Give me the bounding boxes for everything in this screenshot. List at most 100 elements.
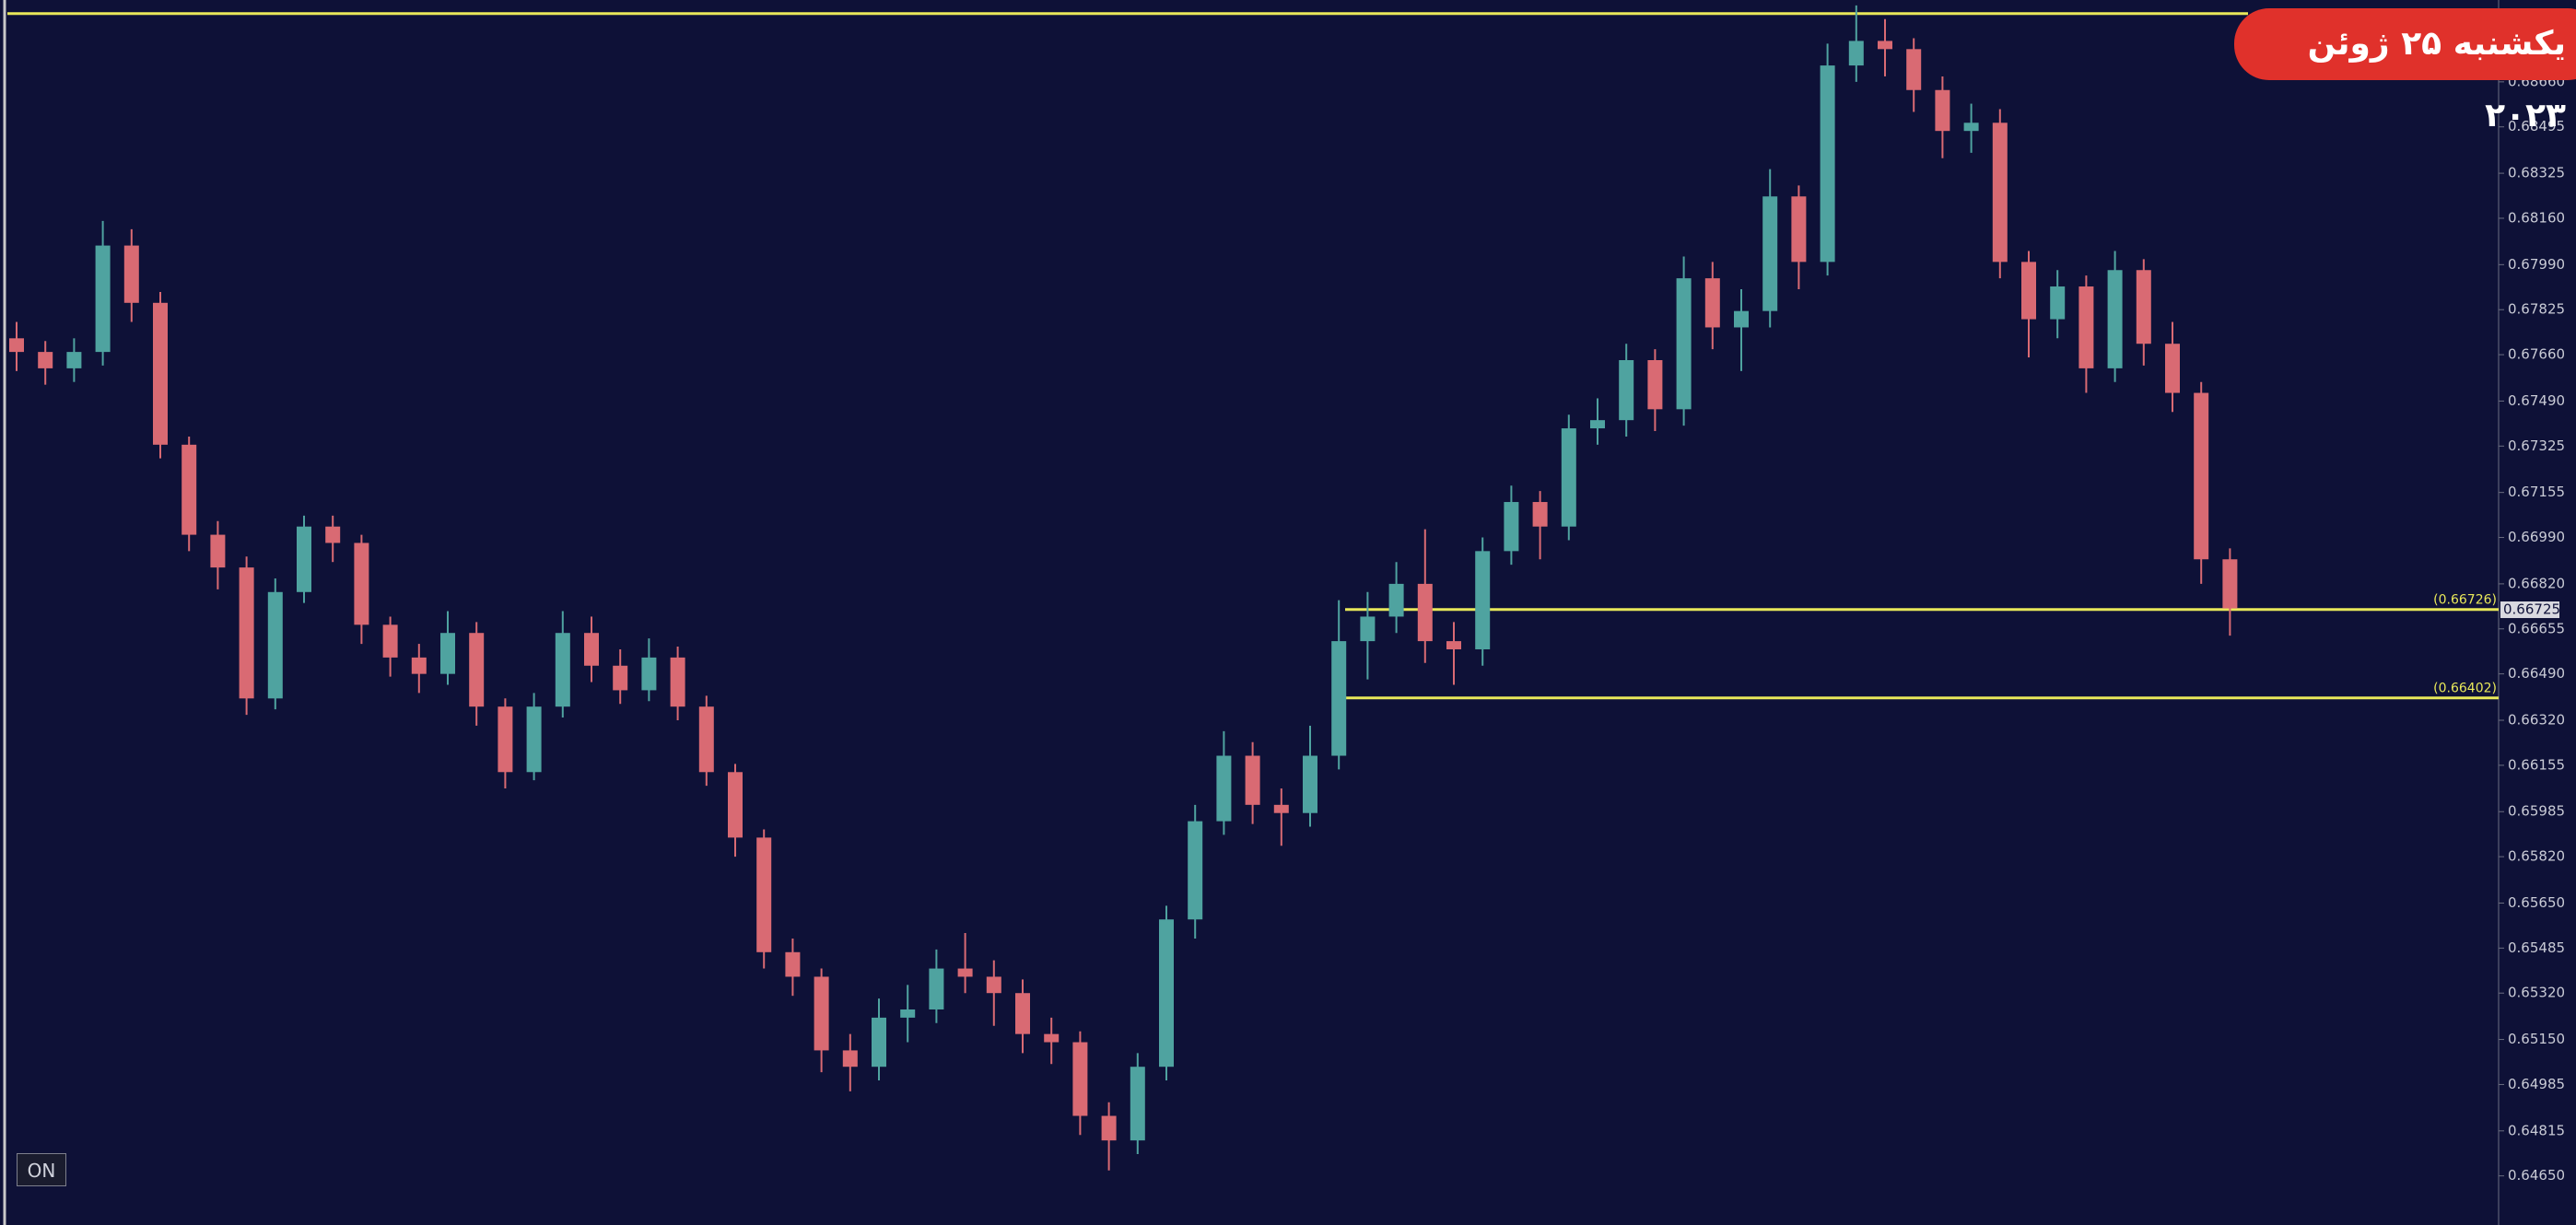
y-tick-label: 0.65650 bbox=[2508, 894, 2565, 911]
candle-body bbox=[66, 352, 82, 368]
candle-body bbox=[1188, 821, 1203, 920]
candle-body bbox=[2165, 344, 2180, 393]
candle-body bbox=[1303, 755, 1317, 813]
candle-body bbox=[239, 567, 254, 699]
candle-body bbox=[842, 1050, 858, 1068]
candle-body bbox=[698, 706, 714, 773]
y-tick-label: 0.64650 bbox=[2508, 1167, 2565, 1184]
price-tag bbox=[2500, 601, 2559, 619]
candle-body bbox=[1417, 583, 1433, 642]
candle-body bbox=[1360, 616, 1376, 642]
candle-body bbox=[1044, 1033, 1060, 1043]
candle-body bbox=[1619, 360, 1634, 421]
candle-body bbox=[1504, 502, 1519, 552]
candle-body bbox=[1848, 41, 1864, 66]
on-button[interactable]: ON bbox=[17, 1153, 66, 1186]
candle-body bbox=[440, 633, 455, 674]
candle-body bbox=[411, 657, 427, 674]
y-tick-label: 0.67155 bbox=[2508, 484, 2565, 500]
candle-body bbox=[123, 245, 139, 303]
y-tick-label: 0.68495 bbox=[2508, 118, 2565, 134]
y-tick-label: 0.65485 bbox=[2508, 939, 2565, 956]
candle-body bbox=[641, 657, 657, 691]
candle-body bbox=[526, 706, 542, 773]
candle-body bbox=[785, 951, 801, 977]
candle-body bbox=[1935, 89, 1950, 132]
y-tick-label: 0.64815 bbox=[2508, 1122, 2565, 1138]
candle-body bbox=[1704, 278, 1720, 328]
candle-body bbox=[1015, 993, 1030, 1034]
candle-body bbox=[1532, 502, 1548, 527]
y-tick-label: 0.65985 bbox=[2508, 803, 2565, 820]
candle-body bbox=[872, 1017, 886, 1068]
candle-body bbox=[2050, 286, 2066, 320]
level-label: (0.66726) bbox=[2433, 593, 2497, 608]
candle-body bbox=[95, 245, 111, 353]
candle-body bbox=[1072, 1042, 1088, 1116]
y-tick-label: 0.68325 bbox=[2508, 165, 2565, 181]
candle-body bbox=[1963, 122, 1979, 132]
candle-body bbox=[1130, 1067, 1145, 1141]
candle-body bbox=[1762, 196, 1778, 311]
candle-body bbox=[555, 633, 570, 707]
y-tick-label: 0.67490 bbox=[2508, 392, 2565, 409]
candle-body bbox=[153, 302, 168, 445]
candle-body bbox=[297, 526, 311, 592]
candle-body bbox=[2136, 270, 2151, 344]
y-tick-label: 0.65820 bbox=[2508, 848, 2565, 865]
candle-body bbox=[1992, 122, 2008, 262]
candle-body bbox=[1676, 278, 1692, 410]
candle-body bbox=[2222, 559, 2238, 609]
candle-body bbox=[1446, 641, 1461, 649]
candle-body bbox=[1878, 41, 1892, 50]
candle-body bbox=[210, 534, 226, 568]
candle-body bbox=[1388, 583, 1404, 617]
candle-body bbox=[1734, 310, 1749, 328]
candle-body bbox=[728, 772, 743, 838]
candle-body bbox=[670, 657, 685, 707]
date-badge: یکشنبه ۲۵ ژوئن ۲۰۲۳ bbox=[2234, 8, 2576, 134]
candle-body bbox=[957, 968, 973, 977]
y-tick-label: 0.66320 bbox=[2508, 712, 2565, 729]
y-tick-label: 0.68160 bbox=[2508, 209, 2565, 226]
y-tick-label: 0.67325 bbox=[2508, 438, 2565, 454]
candle-body bbox=[2078, 286, 2094, 368]
candle-body bbox=[9, 338, 24, 353]
candle-body bbox=[2021, 262, 2036, 320]
y-tick-label: 0.67660 bbox=[2508, 346, 2565, 363]
candle-body bbox=[325, 526, 341, 543]
candle-body bbox=[1245, 755, 1260, 805]
y-tick-label: 0.66655 bbox=[2508, 620, 2565, 636]
price-tag-label: 0.66725 bbox=[2503, 601, 2560, 618]
candle-body bbox=[1159, 919, 1174, 1068]
y-tick-label: 0.66990 bbox=[2508, 529, 2565, 545]
candle-body bbox=[1791, 196, 1807, 262]
candle-body bbox=[2194, 392, 2209, 560]
candle-body bbox=[1475, 551, 1491, 649]
candle-body bbox=[498, 706, 513, 773]
candle-body bbox=[2107, 270, 2123, 368]
candle-body bbox=[900, 1009, 916, 1018]
candle-body bbox=[1561, 428, 1576, 527]
candle-body bbox=[756, 837, 772, 952]
candle-body bbox=[1820, 65, 1835, 262]
y-tick-label: 0.65150 bbox=[2508, 1031, 2565, 1047]
candle-body bbox=[267, 591, 283, 699]
y-tick-label: 0.67990 bbox=[2508, 256, 2565, 273]
candle-body bbox=[1331, 641, 1347, 756]
y-tick-label: 0.66490 bbox=[2508, 665, 2565, 682]
candle-body bbox=[613, 665, 628, 691]
candle-body bbox=[1101, 1115, 1117, 1141]
candle-body bbox=[584, 633, 599, 666]
y-tick-label: 0.66820 bbox=[2508, 575, 2565, 591]
candle-body bbox=[1216, 755, 1232, 822]
candle-body bbox=[354, 542, 369, 625]
candle-body bbox=[1273, 804, 1289, 813]
candle-body bbox=[1590, 420, 1605, 429]
candle-body bbox=[382, 624, 398, 658]
candle-body bbox=[986, 976, 1001, 994]
candle-body bbox=[814, 976, 829, 1051]
level-label: (0.66402) bbox=[2433, 682, 2497, 696]
